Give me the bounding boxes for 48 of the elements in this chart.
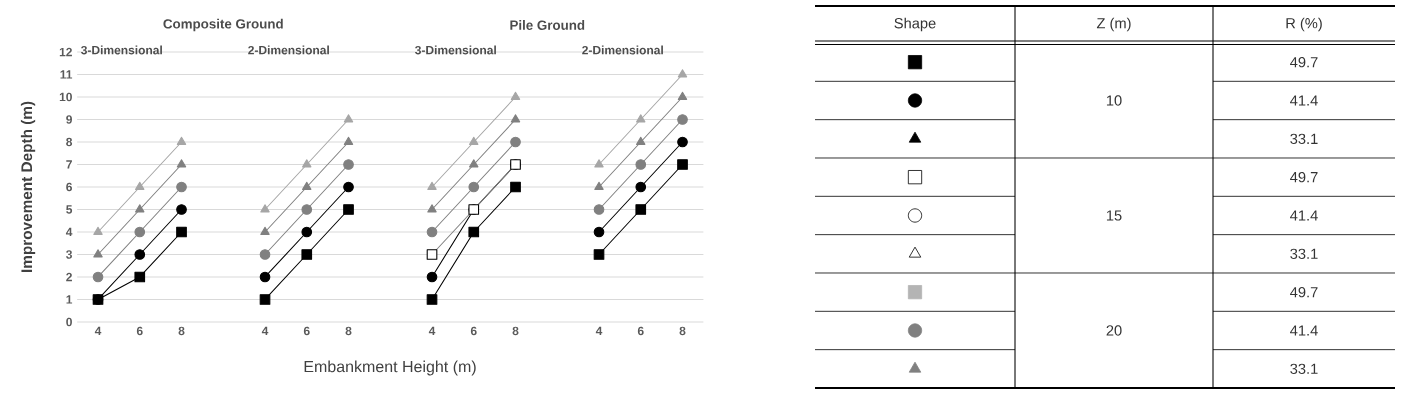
text: Composite Ground [163,18,283,32]
x-tick-label: 6 [136,326,143,336]
y-tick-label: 5 [66,205,73,214]
text: 20 [1106,325,1122,336]
x-tick-label: 4 [94,326,102,335]
y-tick-label: 3 [66,250,72,259]
y-tick-label: 9 [66,115,72,124]
text: Pile Ground [510,20,585,30]
text: 41.4 [1290,325,1318,336]
text: 33.1 [1290,248,1318,260]
y-tick-label: 7 [66,160,72,169]
annotation: 3-Dimensional [415,45,496,55]
text: 15 [1106,210,1122,221]
y-axis-title: Improvement Depth (m) [20,101,36,273]
text: 49.7 [1290,286,1318,298]
annotation: 3-Dimensional [81,45,162,55]
y-tick-label: 11 [60,70,73,79]
text: 33.1 [1290,133,1318,145]
y-tick-label: 12 [59,47,72,57]
y-tick-label: 1 [66,295,73,304]
text: 41.4 [1290,95,1318,106]
x-tick-label: 6 [470,326,477,336]
text: 49.7 [1290,171,1318,183]
x-tick-label: 4 [261,326,269,335]
x-tick-label: 8 [345,326,352,336]
y-tick-label: 8 [66,137,73,147]
y-tick-label: 2 [66,272,72,282]
text: 10 [1106,95,1122,106]
x-tick-label: 4 [595,326,603,335]
x-axis-title: Embankment Height (m) [304,360,476,376]
x-tick-label: 6 [637,326,644,336]
y-tick-label: 6 [66,182,72,192]
y-tick-label: 10 [59,92,72,102]
text: 49.7 [1290,56,1318,68]
x-tick-label: 6 [303,326,310,336]
y-tick-label: 4 [65,227,73,237]
text: R (%) [1286,17,1322,32]
annotation: 2-Dimensional [248,45,329,55]
x-tick-label: 8 [679,326,686,336]
x-tick-label: 8 [178,326,185,336]
x-tick-label: 8 [512,326,519,336]
text: 41.4 [1290,210,1318,221]
text: Z (m) [1096,17,1131,32]
x-tick-label: 4 [428,326,436,335]
annotation: 2-Dimensional [582,45,663,55]
text: Shape [894,17,936,32]
text: 33.1 [1290,363,1318,375]
y-tick-label: 0 [66,317,72,327]
